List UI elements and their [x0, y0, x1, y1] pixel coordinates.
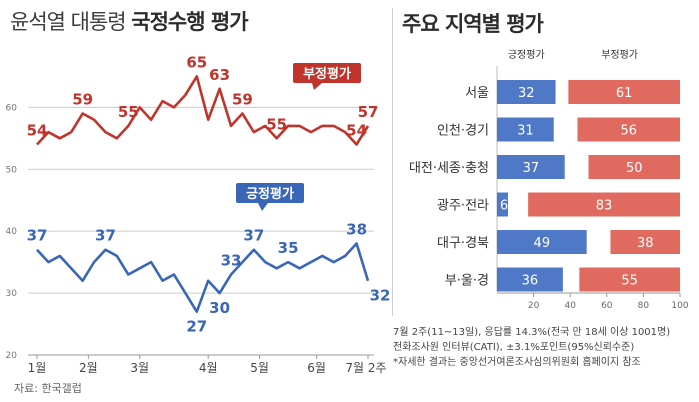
region-title: 주요 지역별 평가 [402, 12, 544, 36]
positive-value-label: 36 [522, 274, 539, 289]
region-label: 서울 [465, 86, 489, 101]
negative-data-label: 59 [232, 91, 253, 109]
positive-bar [497, 80, 556, 104]
region-label: 대전·세종·충청 [409, 161, 489, 176]
positive-data-label: 37 [27, 227, 48, 245]
negative-data-label: 55 [118, 103, 139, 121]
positive-bar [497, 155, 565, 179]
x-tick-label: 4월 [199, 361, 218, 375]
footnote-line: *자세한 결과는 중앙선거여론조사심의위원회 홈페이지 참조 [393, 357, 641, 368]
survey-footnote: 7월 2주(11~13일), 응답률 14.3%(전국 만 18세 이상 100… [393, 325, 698, 370]
trend-title: 윤석열 대통령 국정수행 평가 [10, 6, 249, 36]
negative-bar [577, 117, 680, 142]
trend-panel: 윤석열 대통령 국정수행 평가 20 30 40 50 60 54 59 55 65 63 59 55… [6, 6, 390, 395]
footnote-line: 7월 2주(11~13일), 응답률 14.3%(전국 만 18세 이상 100… [393, 327, 671, 338]
negative-value-label: 56 [620, 124, 637, 139]
negative-legend-text: 부정평가 [303, 66, 351, 82]
positive-data-label: 37 [243, 227, 264, 245]
positive-bar [497, 117, 554, 142]
y-tick-label: 40 [6, 227, 18, 237]
negative-bar [528, 192, 680, 217]
negative-bar [579, 267, 680, 292]
source-note: 자료: 한국갤럽 [14, 382, 82, 395]
y-tick-label: 50 [6, 165, 18, 175]
negative-data-label: 65 [186, 53, 207, 71]
trend-title-prefix: 윤석열 대통령 [10, 10, 127, 34]
negative-value-label: 61 [616, 86, 633, 101]
legend-positive: 긍정평가 [508, 49, 545, 61]
region-label: 광주·전라 [437, 199, 489, 214]
x-tick-label: 3월 [130, 361, 149, 375]
positive-legend-pointer [258, 203, 268, 211]
bar-x-tick-label: 20 [528, 301, 540, 311]
negative-data-label: 54 [27, 121, 48, 139]
positive-data-label: 35 [278, 239, 299, 257]
negative-value-label: 55 [621, 274, 638, 289]
negative-legend-tag: 부정평가 [293, 63, 361, 90]
negative-value-label: 83 [596, 199, 613, 214]
positive-series-line [36, 242, 370, 313]
positive-data-label: 27 [186, 318, 207, 336]
positive-data-label: 30 [209, 299, 230, 317]
positive-value-label: 32 [518, 86, 535, 101]
positive-data-label: 33 [221, 252, 242, 270]
negative-data-label: 55 [266, 115, 287, 133]
x-tick-label: 2월 [79, 361, 98, 375]
negative-data-label: 54 [346, 121, 367, 139]
x-tick-label: 1월 [28, 361, 47, 375]
positive-bar [497, 267, 563, 292]
y-tick-label: 30 [6, 289, 18, 299]
negative-series-line [36, 75, 370, 146]
y-tick-label: 60 [6, 103, 18, 113]
positive-data-label: 32 [370, 287, 390, 305]
positive-value-label: 6 [500, 199, 508, 214]
positive-value-label: 31 [517, 124, 534, 139]
negative-bar [610, 230, 680, 254]
region-label: 대구·경북 [437, 236, 489, 251]
negative-bar [588, 155, 680, 179]
positive-legend-text: 긍정평가 [246, 186, 294, 202]
negative-legend-pointer [312, 83, 322, 90]
positive-value-label: 49 [534, 236, 551, 251]
legend-negative: 부정평가 [601, 49, 638, 61]
trend-title-bold: 국정수행 평가 [131, 10, 248, 34]
negative-value-label: 38 [637, 236, 654, 251]
positive-data-label: 38 [346, 221, 367, 239]
panel-divider [392, 8, 393, 316]
footnote-line: 전화조사원 인터뷰(CATI), ±3.1%포인트(95%신뢰수준) [393, 342, 635, 353]
negative-legend-box [293, 63, 361, 83]
positive-bar [497, 230, 587, 254]
y-tick-label: 20 [6, 351, 18, 361]
bar-x-tick-label: 100 [671, 301, 688, 311]
negative-data-label: 59 [72, 91, 93, 109]
positive-bar [497, 192, 508, 217]
region-label: 인천·경기 [437, 124, 489, 139]
negative-bar [568, 80, 680, 104]
bar-x-tick-label: 80 [638, 301, 650, 311]
negative-data-label: 57 [358, 103, 379, 121]
positive-value-label: 37 [523, 161, 540, 176]
bar-x-tick-label: 40 [564, 301, 576, 311]
bar-x-tick-label: 60 [601, 301, 613, 311]
positive-data-label: 37 [95, 227, 116, 245]
positive-legend-tag: 긍정평가 [236, 183, 304, 211]
negative-data-label: 63 [209, 66, 230, 84]
region-label: 부·울·경 [445, 274, 489, 289]
positive-legend-box [236, 183, 304, 203]
x-tick-label: 7월 2주 [345, 361, 386, 375]
x-tick-label: 5월 [250, 361, 269, 375]
x-tick-label: 6월 [307, 361, 326, 375]
negative-value-label: 50 [626, 161, 643, 176]
